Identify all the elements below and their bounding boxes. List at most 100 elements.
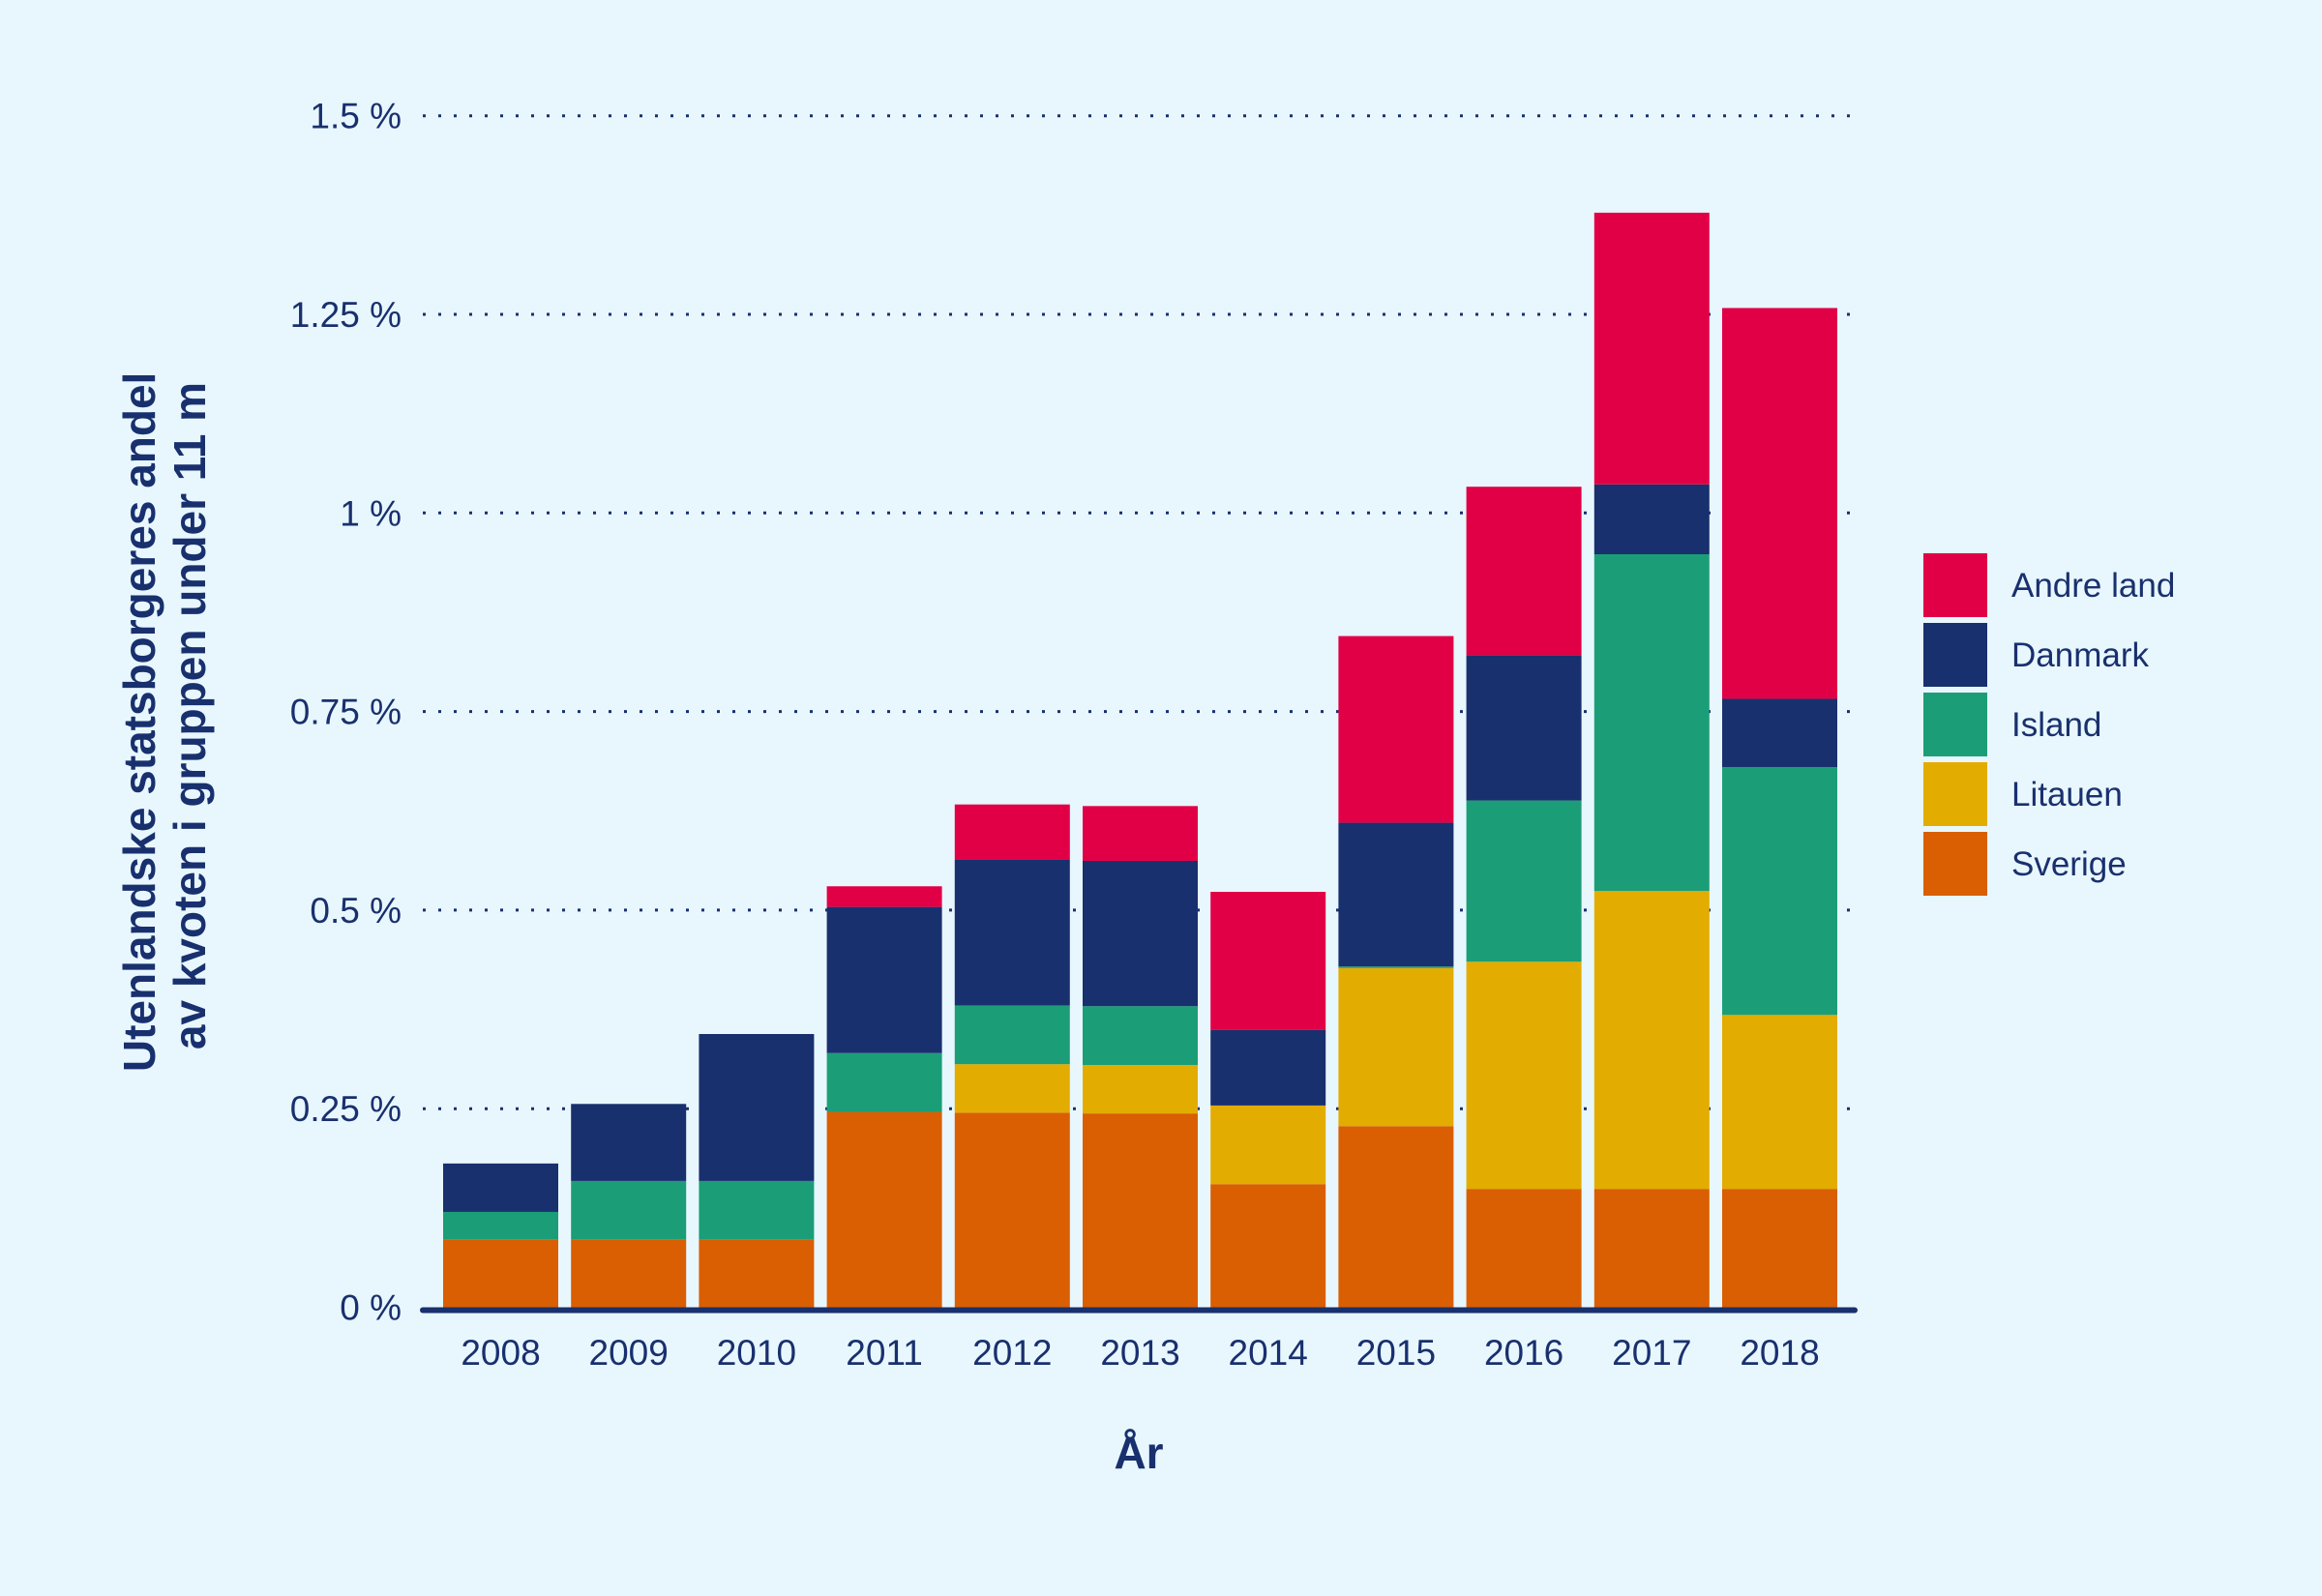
bar-group-2015 [1338, 635, 1454, 1308]
bar-segment-andre-land [1593, 212, 1710, 485]
x-tick-label: 2008 [461, 1333, 540, 1373]
bar-segment-sverige [1083, 1113, 1198, 1308]
legend-swatch [1923, 693, 1987, 756]
bar-segment-sverige [1210, 1184, 1326, 1308]
bar-segment-sverige [571, 1239, 687, 1308]
legend: Andre land Danmark Island Litauen Sverige [1923, 553, 2175, 896]
bar-segment-sverige [1722, 1189, 1837, 1308]
legend-item: Sverige [1923, 832, 2127, 896]
bar-segment-island [443, 1211, 558, 1240]
x-tick-label: 2018 [1740, 1333, 1819, 1373]
legend-swatch [1923, 553, 1987, 617]
x-tick-label: 2010 [717, 1333, 796, 1373]
y-tick-label: 1.25 % [290, 295, 402, 335]
bar-segment-andre-land [1210, 892, 1326, 1030]
bar-segment-island [571, 1180, 687, 1240]
bar-segment-litauen [1210, 1105, 1326, 1185]
y-tick-label: 0 % [340, 1288, 402, 1328]
bar-segment-island [1083, 1006, 1198, 1066]
bar-segment-sverige [826, 1111, 942, 1308]
bar-segment-island [1338, 966, 1454, 968]
bar-segment-andre-land [954, 804, 1070, 860]
bar-segment-litauen [1466, 961, 1582, 1190]
x-tick-label: 2012 [972, 1333, 1052, 1373]
bar-segment-litauen [1722, 1015, 1837, 1190]
x-tick-label: 2017 [1612, 1333, 1691, 1373]
x-tick-label: 2016 [1484, 1333, 1563, 1373]
bar-segment-island [826, 1052, 942, 1112]
x-tick-label: 2013 [1100, 1333, 1179, 1373]
bar-segment-danmark [826, 906, 942, 1053]
bar-segment-danmark [699, 1034, 815, 1181]
bar-group-2013 [1083, 806, 1198, 1308]
y-tick-label: 1 % [340, 493, 402, 533]
legend-label: Danmark [2011, 636, 2149, 674]
legend-swatch [1923, 623, 1987, 687]
x-tick-label: 2014 [1229, 1333, 1308, 1373]
bar-segment-island [1722, 767, 1837, 1016]
y-tick-label: 0.75 % [290, 693, 402, 732]
bar-segment-andre-land [1338, 635, 1454, 823]
legend-item: Island [1923, 693, 2101, 756]
legend-swatch [1923, 762, 1987, 826]
bar-segment-danmark [443, 1163, 558, 1212]
bar-segment-island [954, 1005, 1070, 1065]
x-tick-label: 2015 [1356, 1333, 1436, 1373]
bar-segment-andre-land [1466, 487, 1582, 656]
bar-segment-danmark [571, 1104, 687, 1181]
legend-label: Sverige [2011, 845, 2127, 883]
bar-group-2017 [1593, 212, 1710, 1308]
bar-segment-sverige [699, 1239, 815, 1308]
bar-segment-danmark [1593, 484, 1710, 555]
y-tick-label: 0.25 % [290, 1089, 402, 1129]
bar-segment-island [699, 1180, 815, 1240]
legend-item: Andre land [1923, 553, 2175, 617]
bar-segment-danmark [1210, 1029, 1326, 1106]
x-tick-label: 2009 [589, 1333, 669, 1373]
bar-segment-litauen [1338, 967, 1454, 1127]
y-tick-label: 0.5 % [310, 891, 402, 931]
legend-label: Litauen [2011, 776, 2123, 813]
bar-group-2014 [1210, 892, 1326, 1308]
legend-label: Andre land [2011, 567, 2175, 605]
bar-segment-sverige [1338, 1126, 1454, 1308]
bar-group-2009 [571, 1104, 687, 1308]
legend-item: Litauen [1923, 762, 2123, 826]
bar-segment-andre-land [1722, 308, 1837, 699]
bar-segment-danmark [954, 859, 1070, 1006]
legend-label: Island [2011, 706, 2101, 744]
x-tick-label: 2011 [846, 1333, 923, 1373]
bar-group-2018 [1722, 308, 1837, 1308]
bar-segment-danmark [1083, 860, 1198, 1007]
x-axis-ticks: 2008 2009 2010 2011 2012 2013 2014 2015 2016 2017… [461, 1333, 1819, 1373]
y-axis-title: Utenlandske statsborgeres andel av kvote… [114, 360, 215, 1072]
x-axis-title: År [1114, 1428, 1163, 1478]
bar-segment-andre-land [1083, 806, 1198, 861]
bar-segment-sverige [1593, 1189, 1710, 1308]
bar-segment-sverige [1466, 1189, 1582, 1308]
bar-segment-andre-land [826, 886, 942, 907]
bar-segment-island [1466, 800, 1582, 962]
legend-item: Danmark [1923, 623, 2149, 687]
legend-swatch [1923, 832, 1987, 896]
bar-group-2008 [443, 1163, 558, 1308]
y-axis-ticks: 0 % 0.25 % 0.5 % 0.75 % 1 % 1.25 % 1.5 % [290, 97, 402, 1328]
bar-group-2011 [826, 886, 942, 1308]
bar-segment-danmark [1722, 698, 1837, 768]
bar-segment-island [1593, 554, 1710, 892]
bar-segment-litauen [1593, 891, 1710, 1190]
bars [443, 212, 1837, 1308]
bar-segment-litauen [1083, 1065, 1198, 1114]
bar-group-2010 [699, 1034, 815, 1308]
bar-segment-danmark [1466, 655, 1582, 801]
bar-segment-sverige [954, 1112, 1070, 1308]
bar-group-2016 [1466, 487, 1582, 1308]
bar-segment-danmark [1338, 822, 1454, 967]
bar-group-2012 [954, 804, 1070, 1308]
bar-segment-litauen [954, 1064, 1070, 1113]
y-tick-label: 1.5 % [310, 97, 402, 136]
y-axis-title-line-1: Utenlandske statsborgeres andel [114, 372, 164, 1072]
bar-segment-sverige [443, 1239, 558, 1308]
y-axis-title-line-2: av kvoten i gruppen under 11 m [164, 382, 215, 1049]
